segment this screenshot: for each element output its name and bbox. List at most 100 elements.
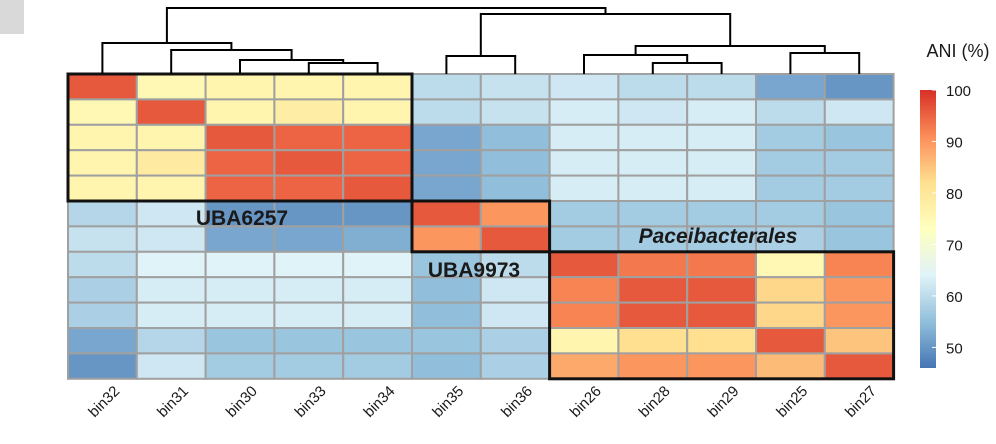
heatmap-cell-bin35-bin32: [67, 200, 138, 228]
heatmap-cell-bin31-bin34: [342, 98, 414, 126]
dendrogram-link-bin26: [583, 54, 689, 74]
heatmap-cell-bin36-bin35: [411, 225, 482, 253]
column-label-bin28: bin28: [636, 383, 674, 421]
heatmap-cell-bin36-bin27: [823, 225, 895, 253]
dendrogram-link-bin25-bin27: [789, 52, 861, 74]
heatmap-cell-bin25-bin29: [686, 327, 758, 355]
cluster-label-uba9973: UBA9973: [428, 259, 520, 282]
dendrogram-link-bin35-bin36: [445, 55, 517, 74]
column-label-bin26: bin26: [567, 383, 605, 421]
heatmap-cell-bin27-bin25: [755, 352, 826, 380]
heatmap-cell-bin30-bin30: [204, 123, 276, 152]
cluster-box-paceibacterales: [548, 250, 896, 381]
heatmap-cell-bin36-bin33: [273, 225, 345, 253]
heatmap-cell-bin25-bin33: [273, 327, 345, 355]
legend-tick-label-50: 50: [946, 340, 963, 357]
heatmap-cell-bin30-bin35: [411, 123, 482, 152]
heatmap-cell-bin34-bin32: [67, 174, 138, 203]
heatmap-cell-bin30-bin28: [617, 123, 689, 152]
heatmap-cell-bin27-bin36: [479, 352, 551, 380]
heatmap-cell-bin34-bin34: [342, 174, 414, 203]
corner-tab: [0, 0, 24, 34]
heatmap-cell-bin32-bin30: [204, 73, 276, 101]
heatmap-cell-bin26-bin33: [273, 250, 345, 279]
dendrogram-link-bin33-bin34: [307, 62, 379, 74]
heatmap-cell-bin32-bin27: [823, 73, 895, 101]
heatmap-cell-bin28-bin36: [479, 276, 551, 304]
heatmap-cell-bin25-bin32: [67, 327, 138, 355]
heatmap-cell-bin36-bin36: [479, 225, 551, 253]
heatmap-cell-bin31-bin30: [204, 98, 276, 126]
heatmap-cell-bin25-bin25: [755, 327, 826, 355]
heatmap-cell-bin30-bin27: [823, 123, 895, 152]
column-label-bin36: bin36: [498, 383, 536, 421]
heatmap-cell-bin36-bin30: [204, 225, 276, 253]
dendrogram-link-root: [165, 7, 607, 43]
heatmap-cell-bin31-bin35: [411, 98, 482, 126]
heatmap-cell-bin31-bin32: [67, 98, 138, 126]
column-label-bin35: bin35: [429, 383, 467, 421]
legend-colorbar: [920, 90, 936, 368]
dendrogram-link-bin32: [101, 42, 233, 74]
heatmap-cell-bin29-bin29: [686, 301, 758, 330]
heatmap-cell-bin29-bin25: [755, 301, 826, 330]
heatmap-cell-bin27-bin35: [411, 352, 482, 380]
heatmap-cell-bin30-bin36: [479, 123, 551, 152]
heatmap-cell-bin25-bin35: [411, 327, 482, 355]
heatmap-cell-bin30-bin32: [67, 123, 138, 152]
heatmap-cell-bin26-bin32: [67, 250, 138, 279]
heatmap-cell-bin33-bin26: [548, 149, 620, 177]
heatmap-cell-bin29-bin26: [548, 301, 620, 330]
heatmap-cell-bin29-bin35: [411, 301, 482, 330]
heatmap-cell-bin34-bin33: [273, 174, 345, 203]
heatmap-cell-bin34-bin30: [204, 174, 276, 203]
heatmap-cell-bin33-bin36: [479, 149, 551, 177]
heatmap-cell-bin34-bin28: [617, 174, 689, 203]
heatmap-cell-bin33-bin25: [755, 149, 826, 177]
heatmap-cell-bin31-bin28: [617, 98, 689, 126]
heatmap-cell-bin33-bin28: [617, 149, 689, 177]
heatmap-cell-bin30-bin26: [548, 123, 620, 152]
heatmap-cell-bin35-bin27: [823, 200, 895, 228]
heatmap-cell-bin27-bin31: [135, 352, 207, 380]
heatmap-cell-bin25-bin31: [135, 327, 207, 355]
heatmap-cell-bin33-bin35: [411, 149, 482, 177]
cluster-box-uba9973: [410, 199, 552, 254]
heatmap-cell-bin33-bin30: [204, 149, 276, 177]
heatmap-cell-bin28-bin32: [67, 276, 138, 304]
heatmap-cell-bin28-bin30: [204, 276, 276, 304]
heatmap-cell-bin27-bin27: [823, 352, 895, 380]
legend-tick-label-100: 100: [946, 83, 971, 100]
heatmap-cell-bin35-bin28: [617, 200, 689, 228]
heatmap-cell-bin35-bin34: [342, 200, 414, 228]
heatmap-cell-bin29-bin27: [823, 301, 895, 330]
column-label-bin34: bin34: [360, 383, 398, 421]
heatmap-cell-bin29-bin30: [204, 301, 276, 330]
legend-tick-label-60: 60: [946, 289, 963, 306]
heatmap-cell-bin31-bin33: [273, 98, 345, 126]
heatmap-cell-bin30-bin34: [342, 123, 414, 152]
heatmap-cell-bin36-bin26: [548, 225, 620, 253]
heatmap-cell-bin34-bin36: [479, 174, 551, 203]
heatmap-cell-bin27-bin33: [273, 352, 345, 380]
heatmap-cell-bin26-bin29: [686, 250, 758, 279]
heatmap-cell-bin30-bin33: [273, 123, 345, 152]
heatmap-cell-bin28-bin31: [135, 276, 207, 304]
heatmap-cell-bin25-bin28: [617, 327, 689, 355]
column-label-bin30: bin30: [223, 383, 261, 421]
heatmap-cell-bin32-bin35: [411, 73, 482, 101]
heatmap-cell-bin26-bin31: [135, 250, 207, 279]
heatmap-cell-bin32-bin28: [617, 73, 689, 101]
heatmap-cell-bin26-bin27: [823, 250, 895, 279]
heatmap-cell-bin32-bin33: [273, 73, 345, 101]
heatmap-cell-bin29-bin33: [273, 301, 345, 330]
heatmap-cell-bin26-bin26: [548, 250, 620, 279]
heatmap-cell-bin30-bin25: [755, 123, 826, 152]
heatmap-cell-bin32-bin34: [342, 73, 414, 101]
heatmap-cell-bin35-bin26: [548, 200, 620, 228]
heatmap-cell-bin33-bin27: [823, 149, 895, 177]
column-label-bin31: bin31: [154, 383, 192, 421]
heatmap-cell-bin31-bin31: [135, 98, 207, 126]
heatmap-cell-bin28-bin26: [548, 276, 620, 304]
